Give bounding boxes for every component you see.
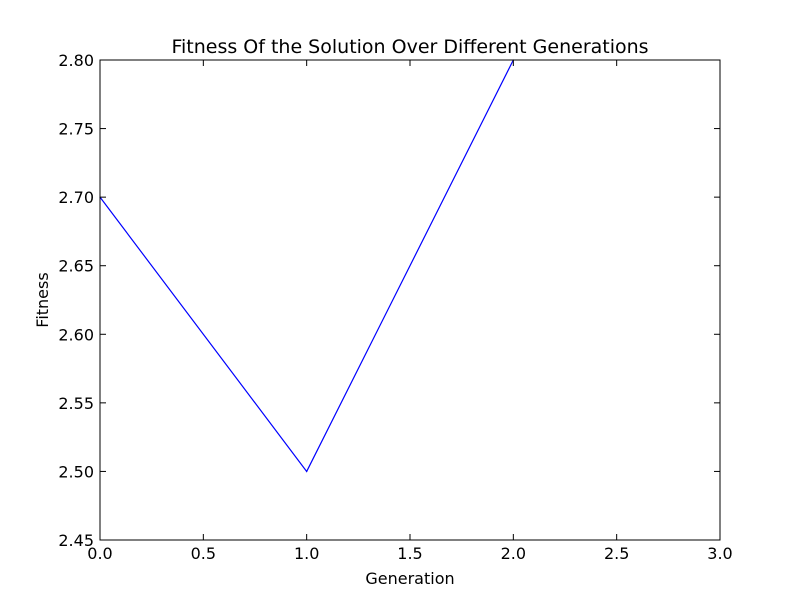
x-axis-title: Generation [365,569,454,588]
x-tick-label: 2.5 [604,544,629,563]
plot-frame [99,59,721,541]
x-tick-label: 0.5 [191,544,216,563]
y-tick-label: 2.65 [58,257,94,276]
x-tick-label: 3.0 [707,544,732,563]
chart-title: Fitness Of the Solution Over Different G… [171,36,648,58]
x-tick-label: 1.0 [294,544,319,563]
plot-area [100,60,720,540]
data-point [306,470,308,473]
y-tick-label: 2.75 [58,120,94,139]
y-axis-title: Fitness [33,272,52,327]
y-tick-label: 2.45 [58,531,94,550]
plot-background [100,60,720,540]
tick-layer: 0.0 0.5 1.0 1.5 2.0 2.5 3.0 2.45 2.50 2.55 2.60 2.6… [58,51,732,563]
x-tick-label: 1.5 [397,544,422,563]
x-tick-label: 2.0 [501,544,526,563]
y-tick-label: 2.70 [58,188,94,207]
y-tick-label: 2.50 [58,462,94,481]
y-tick-label: 2.60 [58,325,94,344]
y-tick-label: 2.80 [58,51,94,70]
y-tick-label: 2.55 [58,394,94,413]
x-tick-label: 0.0 [87,544,112,563]
